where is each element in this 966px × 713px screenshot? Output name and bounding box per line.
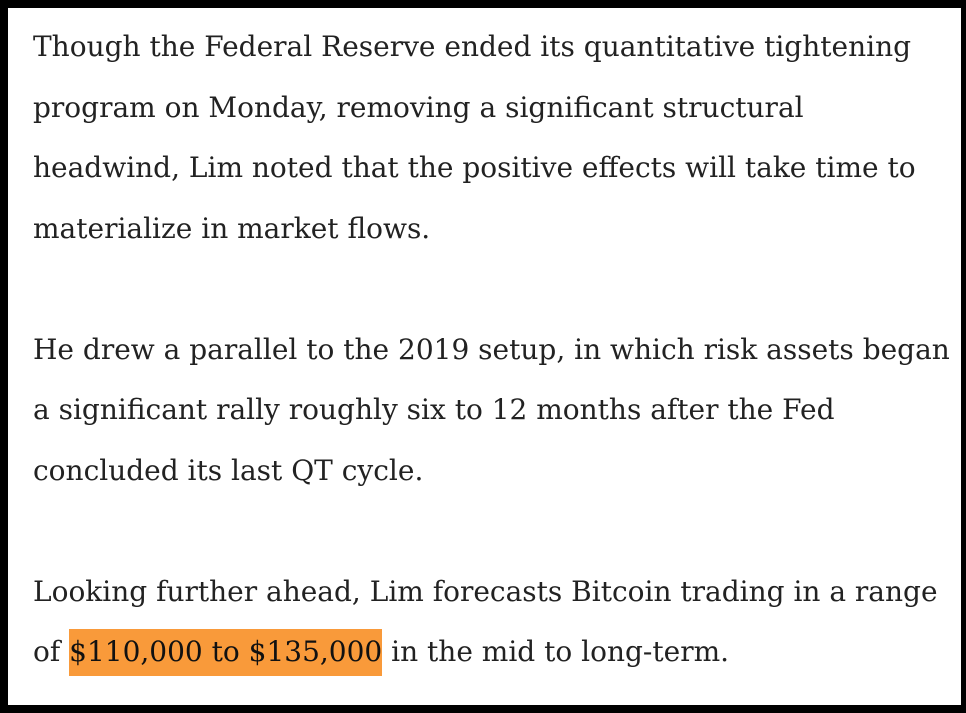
text-line: materialize in market flows. [33,211,431,245]
text-span: of [33,635,70,668]
text-line: Though the Federal Reserve ended its qua… [33,30,912,63]
paragraph: He drew a parallel to the 2019 setup, in… [33,320,961,502]
article-page: Though the Federal Reserve ended its qua… [8,8,961,705]
highlighted-text: $110,000 to $135,000 [69,629,383,676]
text-line: of $110,000 to $135,000 in the mid to lo… [33,622,961,683]
article-body: Though the Federal Reserve ended its qua… [33,17,961,705]
text-span: in the mid to long-term. [382,635,730,668]
text-line: concluded its last QT cycle. [33,453,424,487]
text-line: program on Monday, removing a significan… [33,90,804,124]
paragraph: Looking further ahead, Lim forecasts Bit… [33,562,961,683]
text-line: Looking further ahead, Lim forecasts Bit… [33,574,938,608]
text-line: a significant rally roughly six to 12 mo… [33,393,835,426]
text-line: headwind, Lim noted that the positive ef… [33,151,916,184]
paragraph: Though the Federal Reserve ended its qua… [33,17,961,259]
text-line: He drew a parallel to the 2019 setup, in… [33,332,950,366]
